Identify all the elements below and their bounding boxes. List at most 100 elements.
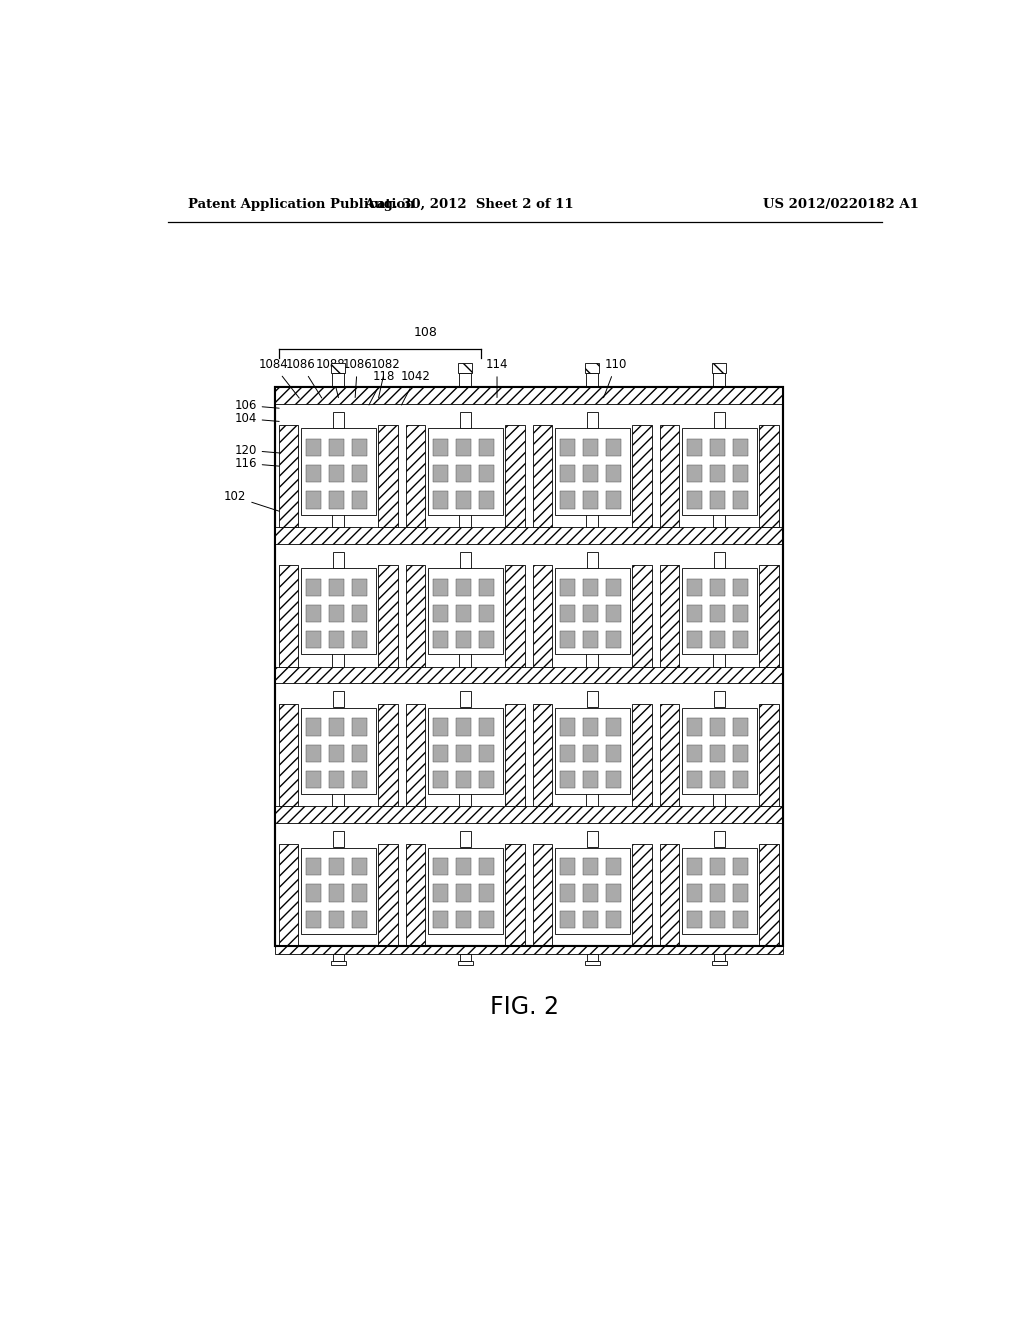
Bar [352, 605, 367, 622]
Bar [274, 387, 782, 404]
Bar [606, 884, 621, 902]
Bar [713, 652, 725, 667]
Bar [378, 843, 398, 946]
Bar [687, 491, 702, 508]
Bar [682, 708, 757, 795]
Bar [479, 605, 494, 622]
Bar [329, 771, 344, 788]
Bar [710, 718, 725, 735]
Text: 114: 114 [485, 358, 508, 397]
Bar [733, 744, 748, 762]
Bar [560, 491, 575, 508]
Bar [352, 465, 367, 482]
Bar [406, 425, 425, 527]
Bar [459, 643, 472, 652]
Bar [606, 911, 621, 928]
Bar [532, 565, 552, 667]
Bar [459, 783, 472, 792]
Bar [479, 465, 494, 482]
Text: 110: 110 [603, 358, 628, 397]
Bar [687, 911, 702, 928]
Bar [274, 387, 782, 946]
Bar [479, 578, 494, 595]
Bar [713, 643, 726, 652]
Bar [301, 847, 376, 933]
Bar [710, 578, 725, 595]
Bar [560, 605, 575, 622]
Bar [555, 708, 630, 795]
Bar [479, 771, 494, 788]
Bar [733, 465, 748, 482]
Bar [456, 465, 471, 482]
Bar [714, 832, 725, 847]
Bar [687, 465, 702, 482]
Bar [583, 911, 598, 928]
Bar [713, 512, 725, 527]
Bar [329, 438, 344, 455]
Bar [460, 832, 471, 847]
Bar [333, 552, 344, 568]
Bar [274, 387, 782, 946]
Bar [306, 491, 322, 508]
Bar [433, 911, 449, 928]
Bar [733, 605, 748, 622]
Bar [460, 412, 471, 428]
Bar [606, 858, 621, 875]
Bar [433, 631, 449, 648]
Bar [586, 643, 599, 652]
Bar [682, 429, 757, 515]
Bar [306, 744, 322, 762]
Bar [479, 884, 494, 902]
Bar [586, 792, 598, 807]
Text: 1082: 1082 [371, 358, 400, 397]
Bar [587, 954, 598, 961]
Bar [459, 792, 471, 807]
Bar [710, 858, 725, 875]
Bar [710, 605, 725, 622]
Bar [586, 652, 598, 667]
Text: 1088: 1088 [315, 358, 345, 397]
Bar [352, 718, 367, 735]
Bar [710, 631, 725, 648]
Bar [433, 438, 449, 455]
Text: 1084: 1084 [258, 358, 299, 399]
Bar [456, 578, 471, 595]
Bar [606, 438, 621, 455]
Bar [329, 858, 344, 875]
Bar [433, 578, 449, 595]
Bar [274, 527, 782, 544]
Bar [733, 438, 748, 455]
Bar [406, 843, 425, 946]
Bar [733, 491, 748, 508]
Bar [586, 372, 598, 387]
Bar [333, 412, 344, 428]
Bar [274, 667, 782, 684]
Bar [352, 438, 367, 455]
Bar [352, 771, 367, 788]
Bar [306, 465, 322, 482]
Bar [733, 578, 748, 595]
Bar [586, 512, 598, 527]
Bar [479, 438, 494, 455]
Bar [710, 771, 725, 788]
Bar [687, 438, 702, 455]
Bar [279, 565, 298, 667]
Bar [333, 692, 344, 708]
Bar [532, 843, 552, 946]
Bar [332, 643, 345, 652]
Bar [456, 744, 471, 762]
Bar [378, 705, 398, 807]
Bar [632, 425, 652, 527]
Bar [632, 565, 652, 667]
Bar [659, 705, 679, 807]
Bar [606, 605, 621, 622]
Bar [306, 858, 322, 875]
Bar [479, 858, 494, 875]
Bar [687, 771, 702, 788]
Text: Patent Application Publication: Patent Application Publication [187, 198, 415, 211]
Bar [306, 578, 322, 595]
Text: US 2012/0220182 A1: US 2012/0220182 A1 [763, 198, 919, 211]
Bar [632, 843, 652, 946]
Bar [505, 565, 525, 667]
Bar [306, 605, 322, 622]
